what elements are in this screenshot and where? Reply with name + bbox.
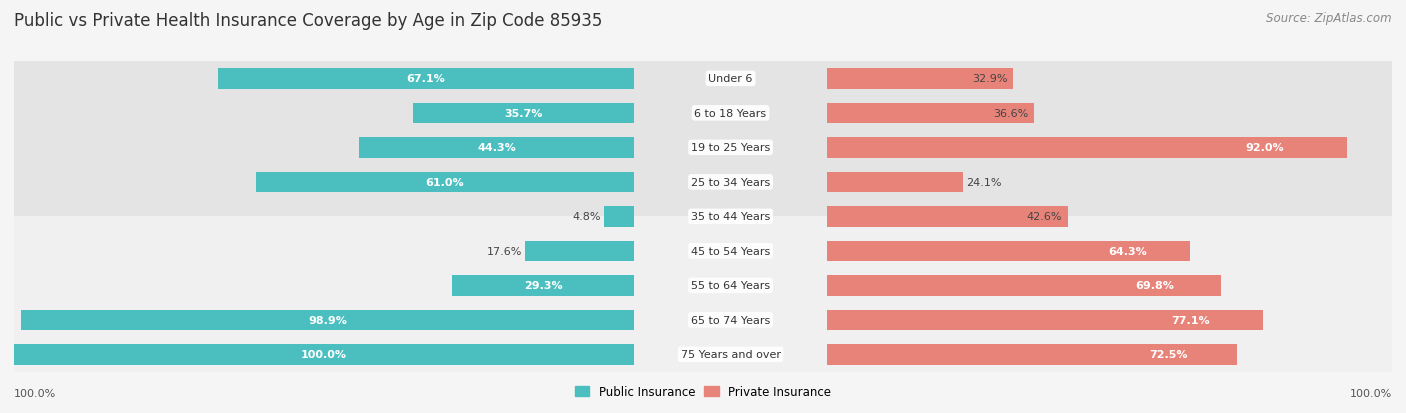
Text: 92.0%: 92.0% <box>1246 143 1284 153</box>
Bar <box>21 310 634 330</box>
Text: 35 to 44 Years: 35 to 44 Years <box>690 212 770 222</box>
Text: 44.3%: 44.3% <box>478 143 516 153</box>
Text: 42.6%: 42.6% <box>1026 212 1062 222</box>
Text: 35.7%: 35.7% <box>505 109 543 119</box>
Bar <box>827 344 1237 365</box>
Bar <box>827 275 1222 296</box>
Text: 72.5%: 72.5% <box>1149 349 1188 359</box>
Bar <box>634 0 827 217</box>
Text: Public vs Private Health Insurance Coverage by Age in Zip Code 85935: Public vs Private Health Insurance Cover… <box>14 12 602 30</box>
Bar <box>14 0 634 217</box>
Bar <box>14 217 634 413</box>
Text: 55 to 64 Years: 55 to 64 Years <box>690 281 770 291</box>
Text: 67.1%: 67.1% <box>406 74 446 84</box>
Bar <box>14 0 634 217</box>
Bar <box>634 217 827 413</box>
Bar <box>218 69 634 90</box>
Bar <box>14 344 634 365</box>
Text: 19 to 25 Years: 19 to 25 Years <box>690 143 770 153</box>
Bar <box>524 241 634 261</box>
Bar <box>634 217 827 413</box>
Text: 6 to 18 Years: 6 to 18 Years <box>695 109 766 119</box>
Bar <box>827 217 1392 413</box>
Bar <box>827 0 1392 217</box>
Bar <box>827 206 1067 227</box>
Text: 61.0%: 61.0% <box>426 178 464 188</box>
Bar <box>605 206 634 227</box>
Bar <box>14 217 634 413</box>
Bar <box>360 138 634 158</box>
Bar <box>827 103 1033 124</box>
Text: 77.1%: 77.1% <box>1171 315 1211 325</box>
Text: 25 to 34 Years: 25 to 34 Years <box>690 178 770 188</box>
Text: 100.0%: 100.0% <box>301 349 347 359</box>
Bar <box>413 103 634 124</box>
Bar <box>827 310 1263 330</box>
Text: 64.3%: 64.3% <box>1108 246 1147 256</box>
Bar <box>827 138 1347 158</box>
Text: 100.0%: 100.0% <box>1350 388 1392 398</box>
Text: 32.9%: 32.9% <box>972 74 1007 84</box>
Bar <box>634 0 827 217</box>
Text: 98.9%: 98.9% <box>308 315 347 325</box>
Text: 65 to 74 Years: 65 to 74 Years <box>690 315 770 325</box>
Bar <box>827 69 1012 90</box>
Bar <box>827 241 1191 261</box>
Text: 69.8%: 69.8% <box>1135 281 1174 291</box>
Text: 29.3%: 29.3% <box>524 281 562 291</box>
Bar <box>827 172 963 193</box>
Bar <box>827 0 1392 217</box>
Text: 17.6%: 17.6% <box>486 246 522 256</box>
Legend: Public Insurance, Private Insurance: Public Insurance, Private Insurance <box>571 381 835 403</box>
Text: Under 6: Under 6 <box>709 74 752 84</box>
Bar <box>827 217 1392 413</box>
Bar <box>453 275 634 296</box>
Text: 24.1%: 24.1% <box>966 178 1001 188</box>
Text: 4.8%: 4.8% <box>572 212 602 222</box>
Text: Source: ZipAtlas.com: Source: ZipAtlas.com <box>1267 12 1392 25</box>
Text: 75 Years and over: 75 Years and over <box>681 349 780 359</box>
Bar <box>256 172 634 193</box>
Text: 100.0%: 100.0% <box>14 388 56 398</box>
Text: 45 to 54 Years: 45 to 54 Years <box>690 246 770 256</box>
Text: 36.6%: 36.6% <box>993 109 1028 119</box>
